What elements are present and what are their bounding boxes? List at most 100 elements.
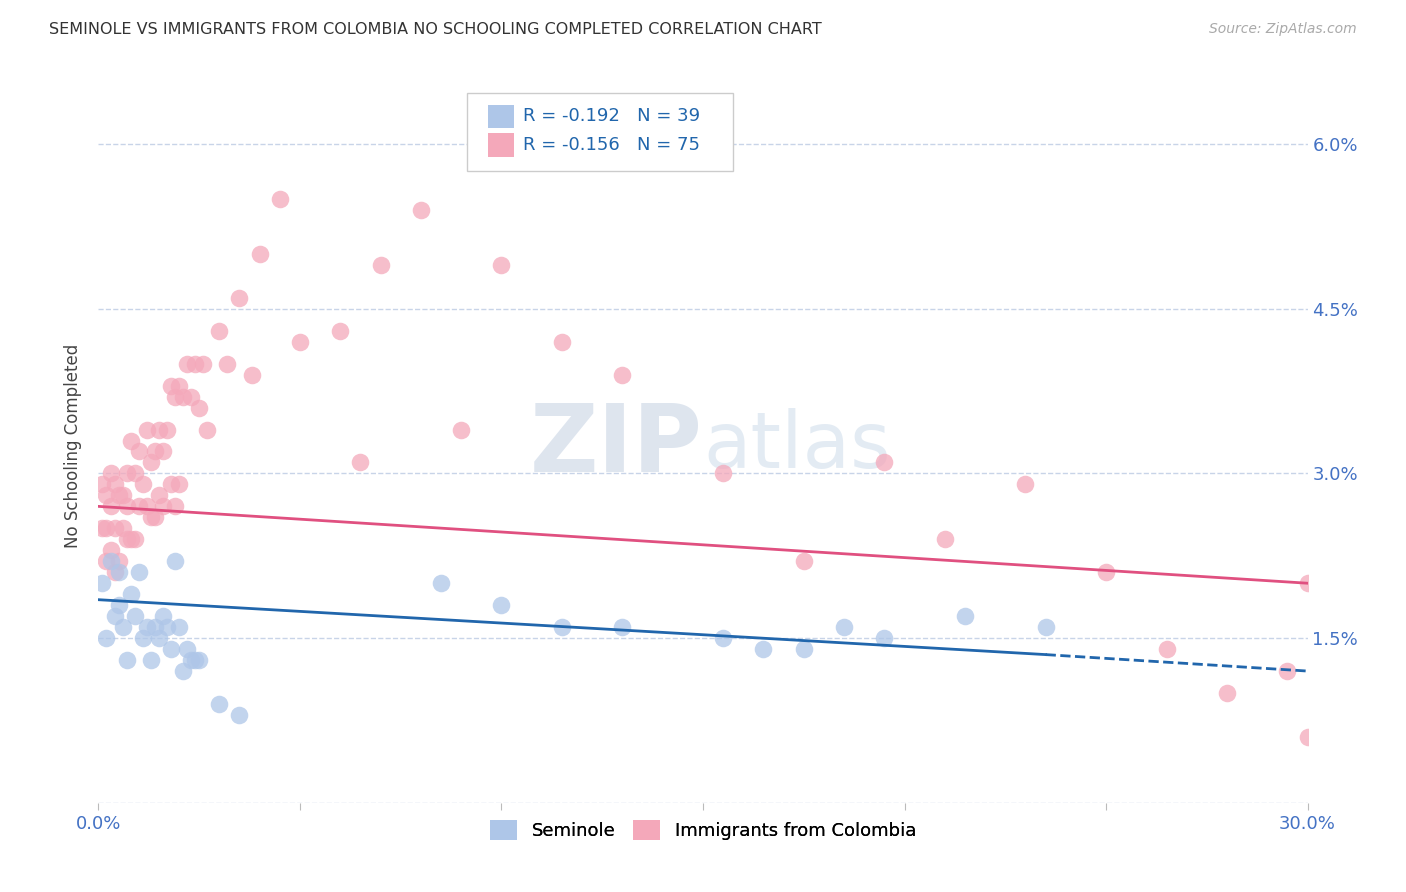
Point [240,368,263,382]
Point [148,423,170,437]
Point [184,357,207,371]
Point [152,609,174,624]
Point [793,554,815,568]
Point [711,631,734,645]
Point [107,554,129,568]
Point [551,334,574,349]
Point [91,576,114,591]
Point [103,609,125,624]
Point [107,566,129,580]
Point [120,434,142,448]
Point [188,653,211,667]
Point [163,554,186,568]
Point [349,455,371,469]
Point [370,258,392,272]
Point [124,467,146,481]
Point [793,642,815,657]
Point [107,488,129,502]
Point [111,488,134,502]
Point [115,500,138,514]
FancyBboxPatch shape [488,134,515,157]
Point [832,620,855,634]
Point [128,500,150,514]
Point [228,708,250,723]
Point [172,664,194,678]
Point [288,334,311,349]
Point [1095,566,1118,580]
Point [329,324,352,338]
Point [269,192,291,206]
Point [156,620,179,634]
Point [953,609,976,624]
Point [160,642,183,657]
Point [167,620,190,634]
Point [176,357,198,371]
Point [115,533,138,547]
Point [91,521,114,535]
Point [188,401,211,415]
Point [450,423,472,437]
Point [124,609,146,624]
Point [148,488,170,502]
Point [103,477,125,491]
Point [208,697,231,711]
Point [163,500,186,514]
Point [195,423,218,437]
Point [139,510,162,524]
Text: Source: ZipAtlas.com: Source: ZipAtlas.com [1209,22,1357,37]
Point [163,390,186,404]
Point [148,631,170,645]
Point [612,368,634,382]
Text: atlas: atlas [703,408,890,484]
Point [711,467,734,481]
Point [100,543,122,558]
Text: SEMINOLE VS IMMIGRANTS FROM COLOMBIA NO SCHOOLING COMPLETED CORRELATION CHART: SEMINOLE VS IMMIGRANTS FROM COLOMBIA NO … [49,22,823,37]
Point [111,521,134,535]
Point [100,467,122,481]
Point [120,587,142,601]
Point [873,631,896,645]
Point [934,533,956,547]
Point [96,488,118,502]
Text: R = -0.156   N = 75: R = -0.156 N = 75 [523,136,700,153]
FancyBboxPatch shape [488,105,515,128]
Point [139,653,162,667]
Point [100,554,122,568]
Point [176,642,198,657]
Point [132,477,155,491]
Text: R = -0.192   N = 39: R = -0.192 N = 39 [523,107,700,125]
Point [752,642,775,657]
Point [135,620,157,634]
Point [193,357,215,371]
Point [491,598,513,612]
Point [184,653,207,667]
Point [612,620,634,634]
Point [111,620,134,634]
Point [143,444,166,458]
Point [135,423,157,437]
Point [208,324,231,338]
Point [128,444,150,458]
Point [172,390,194,404]
Point [1014,477,1036,491]
Point [1035,620,1057,634]
Point [139,455,162,469]
Point [96,521,118,535]
Point [132,631,155,645]
Point [120,533,142,547]
Point [551,620,574,634]
Point [228,291,250,305]
Point [135,500,157,514]
Point [491,258,513,272]
Point [873,455,896,469]
Point [128,566,150,580]
Y-axis label: No Schooling Completed: No Schooling Completed [65,344,83,548]
Point [160,378,183,392]
Point [143,620,166,634]
Point [100,500,122,514]
Point [96,631,118,645]
Point [167,378,190,392]
Point [160,477,183,491]
Point [115,653,138,667]
Text: ZIP: ZIP [530,400,703,492]
